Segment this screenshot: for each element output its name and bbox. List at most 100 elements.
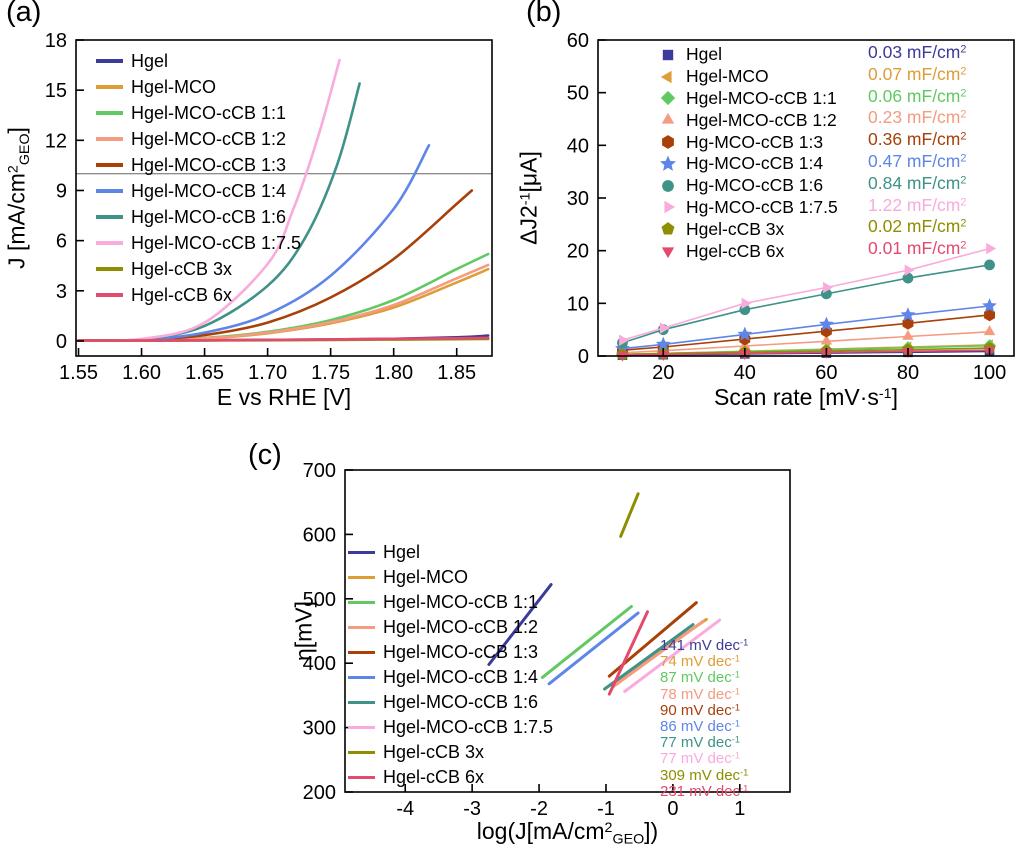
y-tick-label: 15	[45, 80, 67, 102]
x-tick-label: 40	[734, 362, 756, 384]
panel-b-y-axis-title: ΔJ2-1[μA]	[515, 151, 542, 245]
legend-marker	[659, 155, 677, 171]
legend-label: Hgel-cCB 3x	[383, 742, 485, 762]
legend-item: Hgel-MCO-cCB 1:2	[348, 615, 553, 640]
plot-frame	[75, 39, 493, 357]
legend-label: Hgel-MCO-cCB 1:2	[686, 109, 837, 130]
legend-item: Hgel-MCO	[96, 74, 301, 100]
panel-a-label: (a)	[6, 0, 42, 28]
circle-marker	[984, 259, 995, 271]
legend-label: Hgel-MCO-cCB 1:4	[383, 667, 539, 687]
legend-item: Hg-MCO-cCB 1:3	[658, 131, 838, 153]
legend-item: Hgel-MCO-cCB 1:2	[658, 109, 838, 131]
annotation: 1.22 mF/cm2	[868, 194, 967, 215]
x-tick-label: -1	[597, 798, 615, 820]
legend-item: Hgel-MCO-cCB 1:2	[96, 126, 301, 152]
panel-b: 20 40 60 80 100 0 10 20 30 40 50 60 (b) Scan rate […	[512, 0, 1024, 436]
x-tick-label: 1.75	[311, 362, 350, 384]
plot-frame	[344, 469, 791, 793]
legend-swatch	[348, 775, 375, 780]
y-tick-label: 500	[303, 589, 336, 611]
annotation: 0.01 mF/cm2	[868, 238, 967, 259]
legend-swatch	[96, 137, 123, 141]
legend-item: Hgel	[96, 48, 301, 74]
legend-swatch	[348, 700, 375, 705]
legend-item: Hgel-cCB 3x	[348, 740, 553, 765]
annotation: 0.06 mF/cm2	[868, 85, 967, 106]
series-hg-mco-ccb-1-3	[621, 314, 991, 351]
legend-marker	[660, 91, 676, 106]
legend-item: Hgel-MCO	[658, 66, 838, 88]
legend-swatch	[96, 111, 123, 115]
legend-item: Hgel-MCO-cCB 1:3	[96, 152, 301, 178]
legend-item: Hgel-MCO-cCB 1:7.5	[348, 715, 553, 740]
series-hgel-ccb-6x	[621, 349, 991, 356]
triangle-right-marker	[659, 322, 670, 334]
y-tick-label: 30	[567, 188, 589, 210]
x-tick-label: 60	[815, 362, 837, 384]
star-marker	[737, 326, 753, 341]
legend-item: Hgel-MCO-cCB 1:4	[348, 665, 553, 690]
hexagon-marker	[902, 317, 914, 330]
legend-label: Hg-MCO-cCB 1:3	[686, 131, 824, 152]
series-hgel-mco-ccb-1-1	[540, 605, 633, 679]
x-tick-label: 80	[897, 362, 919, 384]
triangle-right-marker	[823, 281, 833, 294]
x-tick-label: 1.80	[374, 362, 413, 384]
legend-label: Hgel	[131, 50, 169, 71]
legend-label: Hgel-MCO-cCB 1:7.5	[131, 232, 302, 253]
triangle-right-marker	[664, 201, 676, 214]
y-tick-label: 12	[45, 130, 67, 152]
legend-label: Hgel-MCO	[686, 66, 769, 87]
annotation: 141 mV dec-1	[660, 637, 749, 654]
star-marker	[655, 336, 671, 351]
legend-label: Hgel	[686, 44, 722, 65]
legend-item: Hgel-MCO-cCB 1:1	[96, 100, 301, 126]
triangle-up-marker	[983, 325, 996, 336]
legend-item: Hgel-MCO-cCB 1:6	[348, 690, 553, 715]
x-tick-label: -4	[396, 798, 414, 820]
series-hgel-mco-ccb-1-6	[603, 623, 695, 691]
circle-marker	[902, 272, 914, 284]
legend-marker	[661, 113, 675, 124]
star-marker	[818, 316, 834, 331]
triangle-up-marker	[820, 334, 833, 345]
y-tick-label: 9	[56, 180, 67, 202]
panel-a-y-axis-title: J [mA/cm2GEO]	[3, 127, 33, 269]
annotation: 78 mV dec-1	[660, 685, 740, 703]
y-tick-label: 20	[567, 241, 589, 263]
legend-swatch	[348, 675, 375, 680]
legend-label: Hgel-MCO	[383, 567, 469, 587]
annotation: 87 mV dec-1	[660, 669, 740, 687]
legend-swatch	[96, 293, 123, 297]
legend-item: Hgel	[658, 44, 838, 66]
legend-item: Hgel-cCB 6x	[348, 765, 553, 790]
y-tick-label: 60	[567, 30, 589, 52]
x-tick-label: 1.65	[185, 362, 224, 384]
legend-label: Hgel-cCB 3x	[131, 258, 233, 279]
panel-a: 1.55 1.60 1.65 1.70 1.75 1.80 1.85 0 3 6 9 12 15 18 (…	[0, 0, 512, 436]
legend-label: Hgel-cCB 3x	[686, 218, 785, 239]
legend-swatch	[348, 550, 375, 555]
legend-label: Hgel-MCO-cCB 1:1	[131, 102, 287, 123]
square-marker	[662, 49, 674, 61]
legend-label: Hg-MCO-cCB 1:7.5	[686, 196, 838, 217]
triangle-right-marker	[986, 242, 997, 255]
legend-swatch	[348, 650, 375, 655]
legend-label: Hgel-MCO-cCB 1:6	[131, 206, 287, 227]
panel-c-annotations: 141 mV dec-1 74 mV dec-1 87 mV dec-1 78 mV …	[660, 637, 749, 800]
legend-label: Hgel-MCO-cCB 1:7.5	[383, 717, 554, 737]
legend-item: Hgel-MCO-cCB 1:1	[348, 590, 553, 615]
y-tick-label: 3	[56, 281, 67, 303]
legend-swatch	[96, 189, 123, 193]
series-hg-mco-ccb-1-4	[621, 305, 991, 350]
legend-item: Hgel-MCO	[348, 565, 553, 590]
triangle-up-marker	[902, 329, 914, 340]
triangle-down-marker	[661, 247, 675, 259]
panel-b-legend: Hgel Hgel-MCO Hgel-MCO-cCB 1:1 Hgel-MCO-cCB…	[658, 44, 838, 262]
legend-marker	[662, 179, 674, 192]
y-tick-label: 0	[578, 346, 589, 368]
legend-item: Hgel-cCB 3x	[96, 256, 301, 282]
star-marker	[659, 155, 677, 171]
legend-marker	[661, 247, 675, 259]
